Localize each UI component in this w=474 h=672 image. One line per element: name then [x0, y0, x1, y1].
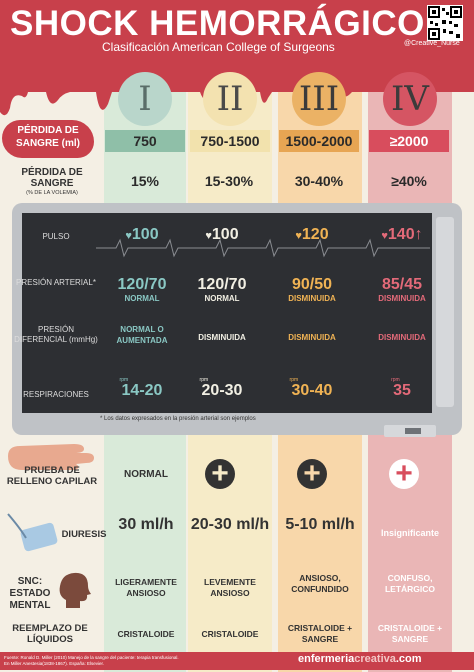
pulse-class-4: ♥140↑	[381, 226, 423, 243]
diuresis-class-3: 5-10 ml/h	[285, 516, 355, 533]
pulse-pressure-class-1: NORMAL O AUMENTADA	[116, 325, 168, 345]
blood-loss-ml-class-2: 750-1500	[190, 130, 270, 152]
class-2-badge: II	[203, 72, 257, 126]
plus-icon: +	[389, 459, 419, 489]
blood-loss-pct-class-2: 15-30%	[204, 173, 254, 189]
fluids-class-3: CRISTALOIDE + SANGRE	[287, 623, 353, 644]
bp-label: PRESIÓN ARTERIAL*	[16, 278, 96, 287]
bp-status-class-1: NORMAL	[124, 294, 160, 303]
capillary-refill-label: PRUEBA DE RELLENO CAPILAR	[6, 465, 98, 487]
heart-icon: ♥	[295, 230, 302, 242]
monitor-side-panel	[436, 217, 454, 407]
pulse-class-2: ♥100	[205, 226, 239, 243]
monitor-screen	[22, 213, 432, 413]
pulse-pressure-label: PRESIÓN DIFERENCIAL (mmHg)	[14, 325, 98, 344]
blood-loss-pct-class-4: ≥40%	[391, 173, 427, 189]
cns-class-4: CONFUSO, LETÁRGICO	[384, 573, 436, 594]
cns-label: SNC: ESTADO MENTAL	[9, 576, 51, 611]
diuresis-class-2: 20-30 ml/h	[190, 516, 270, 533]
respiration-class-3: rpm 30-40	[289, 377, 333, 399]
cns-class-3: ANSIOSO, CONFUNDIDO	[291, 573, 349, 594]
qr-code-icon	[427, 5, 463, 41]
brand-link[interactable]: enfermeriacreativa.com	[298, 653, 422, 665]
page-title: SHOCK HEMORRÁGICO	[10, 4, 425, 43]
pulse-label: PULSO	[42, 232, 70, 241]
rpm-unit: rpm	[391, 377, 400, 383]
monitor-footnote: * Los datos expresados en la presión art…	[100, 416, 256, 422]
ecg-waveform	[96, 238, 430, 258]
source-citation: Fuente: Ronald D. Miller (2010) Manejo d…	[4, 655, 179, 666]
blood-loss-pct-class-3: 30-40%	[294, 173, 344, 189]
plus-icon: +	[205, 459, 235, 489]
respiration-class-4: rpm 35	[391, 377, 411, 399]
fluids-label: REEMPLAZO DE LÍQUIDOS	[12, 623, 88, 645]
class-4-badge: IV	[383, 72, 437, 126]
pulse-pressure-class-3: DISMINUIDA	[288, 333, 336, 342]
cns-class-2: LEVEMENTE ANSIOSO	[204, 577, 256, 598]
respiration-class-2: rpm 20-30	[199, 377, 243, 399]
hand-icon	[8, 444, 94, 470]
fluids-class-4: CRISTALOIDE + SANGRE	[377, 623, 443, 644]
heart-icon: ♥	[205, 230, 212, 242]
heart-icon: ♥	[125, 230, 132, 242]
rpm-unit: rpm	[199, 377, 209, 383]
urine-bag-icon	[7, 513, 58, 552]
blood-loss-ml-class-4: ≥2000	[369, 130, 449, 152]
diuresis-label: DIURESIS	[61, 529, 107, 540]
blood-loss-pct-class-1: 15%	[130, 173, 160, 189]
blood-loss-ml-class-3: 1500-2000	[279, 130, 359, 152]
bp-status-class-4: DISMINUIDA	[378, 294, 426, 303]
class-3-badge: III	[292, 72, 346, 126]
arrow-up-icon: ↑	[414, 226, 423, 243]
diuresis-class-4: Insignificante	[380, 528, 439, 538]
pulse-pressure-class-4: DISMINUIDA	[378, 333, 426, 342]
class-1-badge: I	[118, 72, 172, 126]
bp-class-3: 90/50	[291, 276, 333, 293]
bp-status-class-3: DISMINUIDA	[288, 294, 336, 303]
fluids-class-1: CRISTALOIDE	[117, 629, 175, 639]
page-subtitle: Clasificación American College of Surgeo…	[102, 40, 335, 54]
bp-class-4: 85/45	[381, 276, 423, 293]
blood-loss-ml-class-1: 750	[105, 130, 185, 152]
cns-class-1: LIGERAMENTE ANSIOSO	[115, 577, 177, 598]
bp-status-class-2: NORMAL	[204, 294, 240, 303]
monitor-button-icon	[405, 428, 421, 434]
head-profile-icon	[59, 572, 91, 608]
respiration-class-1: rpm 14-20	[119, 377, 163, 399]
bp-class-1: 120/70	[117, 276, 167, 293]
blood-loss-pct-sublabel: (% DE LA VOLEMIA)	[26, 190, 78, 196]
capillary-refill-class-1: NORMAL	[124, 469, 168, 480]
diuresis-class-1: 30 ml/h	[118, 516, 174, 533]
pulse-pressure-class-2: DISMINUIDA	[198, 333, 246, 342]
fluids-class-2: CRISTALOIDE	[201, 629, 259, 639]
plus-icon: +	[297, 459, 327, 489]
blood-loss-pct-label: PÉRDIDA DE SANGRE	[21, 167, 83, 189]
blood-splash-icon	[2, 120, 94, 158]
footer-bar	[0, 652, 474, 670]
pulse-class-1: ♥100	[125, 226, 159, 243]
rpm-unit: rpm	[289, 377, 299, 383]
pulse-class-3: ♥120	[295, 226, 329, 243]
blood-loss-ml-label: PÉRDIDA DE SANGRE (ml)	[16, 125, 80, 149]
rpm-unit: rpm	[119, 377, 129, 383]
author-handle: @Creative_Nurse	[404, 40, 460, 47]
respiration-label: RESPIRACIONES	[23, 390, 89, 399]
heart-icon: ♥	[381, 230, 388, 242]
bp-class-2: 120/70	[197, 276, 247, 293]
